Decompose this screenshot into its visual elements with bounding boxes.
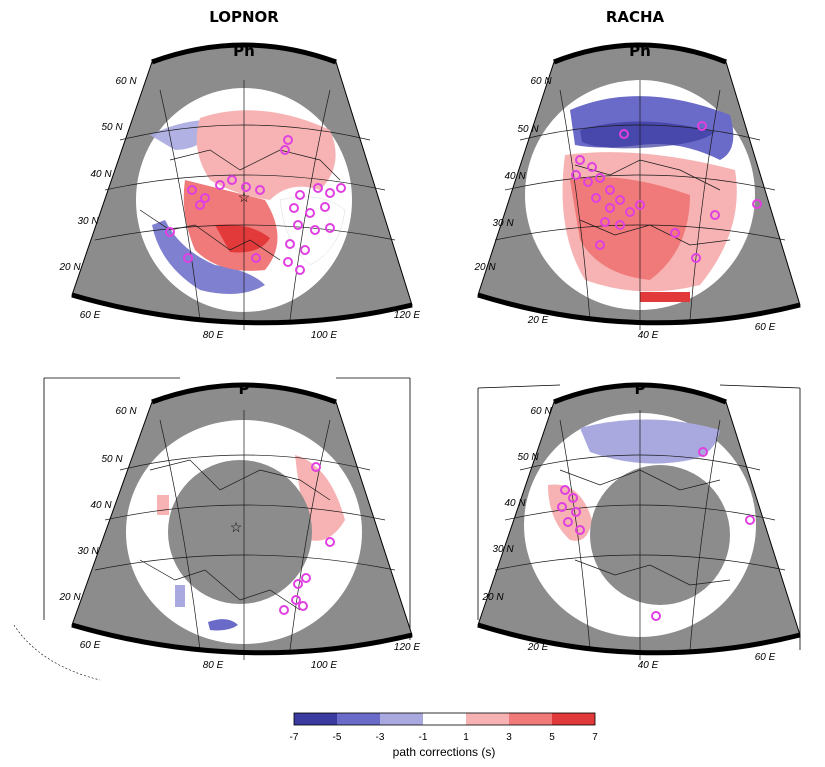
colorbar-tick: 3 bbox=[506, 732, 512, 743]
lat-label: 60 N bbox=[115, 76, 137, 87]
lat-label: 40 N bbox=[90, 500, 112, 511]
wave-label-racha-pn: Pn bbox=[629, 42, 651, 60]
svg-text:☆: ☆ bbox=[230, 519, 243, 535]
lat-label: 40 N bbox=[504, 171, 526, 182]
colorbar-swatch bbox=[294, 713, 337, 725]
colorbar-swatch bbox=[509, 713, 552, 725]
lon-label: 40 E bbox=[638, 660, 659, 671]
colorbar-swatch bbox=[380, 713, 423, 725]
lon-label: 60 E bbox=[80, 640, 101, 651]
panel-lopnor-p: ☆ P 60 N 50 N 40 N 30 N 20 N 60 E 80 E 1… bbox=[13, 377, 420, 681]
colorbar-tick: -7 bbox=[290, 732, 299, 743]
lon-label: 40 E bbox=[638, 330, 659, 341]
lat-label: 60 N bbox=[530, 406, 552, 417]
colorbar-tick: -1 bbox=[419, 732, 428, 743]
lat-label: 30 N bbox=[77, 546, 99, 557]
colorbar-tick: 7 bbox=[592, 732, 598, 743]
wave-label-racha-p: P bbox=[635, 380, 646, 398]
colorbar-tick: 1 bbox=[463, 732, 469, 743]
lat-label: 50 N bbox=[517, 452, 539, 463]
colorbar-swatch bbox=[466, 713, 509, 725]
lat-label: 20 N bbox=[481, 592, 504, 603]
lat-label: 30 N bbox=[492, 218, 514, 229]
lon-label: 120 E bbox=[394, 310, 420, 321]
station-title-racha: RACHA bbox=[606, 8, 665, 26]
lon-label: 100 E bbox=[311, 330, 337, 341]
lat-label: 50 N bbox=[517, 124, 539, 135]
lon-label: 60 E bbox=[755, 652, 776, 663]
lat-label: 60 N bbox=[115, 406, 137, 417]
panel-racha-p: P 60 N 50 N 40 N 30 N 20 N 20 E 40 E 60 … bbox=[477, 380, 801, 671]
wave-label-lopnor-pn: Pn bbox=[233, 42, 255, 60]
lon-label: 80 E bbox=[203, 660, 224, 671]
lat-label: 40 N bbox=[90, 169, 112, 180]
lat-label: 60 N bbox=[530, 76, 552, 87]
lat-label: 30 N bbox=[492, 544, 514, 555]
lon-label: 100 E bbox=[311, 660, 337, 671]
colorbar-tick: 5 bbox=[549, 732, 555, 743]
lat-label: 50 N bbox=[101, 454, 123, 465]
lon-label: 20 E bbox=[527, 642, 549, 653]
panel-racha-pn: Pn 60 N 50 N 40 N 30 N 20 N 20 E 40 E 60… bbox=[473, 42, 801, 341]
lat-label: 20 N bbox=[58, 262, 81, 273]
station-title-lopnor: LOPNOR bbox=[209, 8, 279, 26]
svg-text:☆: ☆ bbox=[238, 189, 251, 205]
wave-label-lopnor-p: P bbox=[239, 380, 250, 398]
colorbar-swatch bbox=[337, 713, 380, 725]
lat-label: 50 N bbox=[101, 122, 123, 133]
lon-label: 60 E bbox=[80, 310, 101, 321]
lat-label: 40 N bbox=[504, 498, 526, 509]
colorbar-tick: -5 bbox=[333, 732, 342, 743]
lon-label: 20 E bbox=[527, 315, 549, 326]
lon-label: 120 E bbox=[394, 642, 420, 653]
lat-label: 20 N bbox=[473, 262, 496, 273]
colorbar-label: path corrections (s) bbox=[393, 745, 496, 759]
lat-label: 20 N bbox=[58, 592, 81, 603]
colorbar-tick: -3 bbox=[376, 732, 385, 743]
lon-label: 60 E bbox=[755, 322, 776, 333]
colorbar: -7 -5 -3 -1 1 3 5 7 path corrections (s) bbox=[290, 712, 598, 759]
lat-label: 30 N bbox=[77, 216, 99, 227]
lon-label: 80 E bbox=[203, 330, 224, 341]
colorbar-swatch bbox=[552, 713, 595, 725]
colorbar-swatch bbox=[423, 713, 466, 725]
panel-lopnor-pn: ☆ Pn 60 N 50 N 40 N 30 N 20 N 60 E 80 E … bbox=[58, 42, 420, 341]
